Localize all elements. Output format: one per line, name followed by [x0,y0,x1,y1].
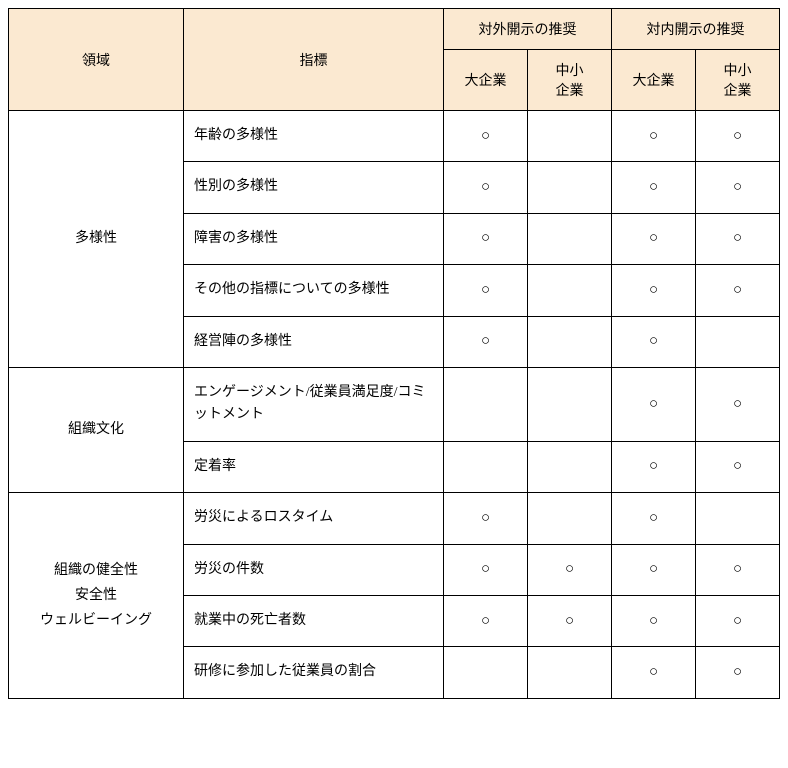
header-internal: 対内開示の推奨 [612,9,780,50]
indicator-cell: 経営陣の多様性 [184,316,444,367]
table-body: 多様性年齢の多様性○○○性別の多様性○○○障害の多様性○○○その他の指標について… [9,111,780,699]
mark-cell [528,493,612,544]
mark-cell [528,111,612,162]
mark-cell: ○ [696,544,780,595]
area-cell: 組織文化 [9,367,184,492]
mark-cell: ○ [612,647,696,698]
mark-cell: ○ [696,111,780,162]
header-ext-sme: 中小 企業 [528,50,612,111]
table-row: 組織文化エンゲージメント/従業員満足度/コミットメント○○ [9,367,780,441]
mark-cell: ○ [612,367,696,441]
mark-cell: ○ [612,162,696,213]
disclosure-table: 領域 指標 対外開示の推奨 対内開示の推奨 大企業 中小 企業 大企業 中小 企… [8,8,780,699]
indicator-cell: 労災によるロスタイム [184,493,444,544]
mark-cell: ○ [612,595,696,646]
mark-cell [528,265,612,316]
mark-cell: ○ [612,441,696,492]
mark-cell: ○ [696,162,780,213]
mark-cell: ○ [696,595,780,646]
mark-cell: ○ [528,595,612,646]
mark-cell: ○ [444,544,528,595]
mark-cell: ○ [444,162,528,213]
mark-cell: ○ [444,213,528,264]
header-ext-large: 大企業 [444,50,528,111]
mark-cell: ○ [696,367,780,441]
mark-cell: ○ [528,544,612,595]
mark-cell: ○ [612,111,696,162]
indicator-cell: 障害の多様性 [184,213,444,264]
mark-cell: ○ [696,213,780,264]
indicator-cell: 性別の多様性 [184,162,444,213]
header-external: 対外開示の推奨 [444,9,612,50]
table-row: 組織の健全性 安全性 ウェルビーイング労災によるロスタイム○○ [9,493,780,544]
indicator-cell: 年齢の多様性 [184,111,444,162]
mark-cell: ○ [612,213,696,264]
mark-cell: ○ [696,441,780,492]
mark-cell: ○ [444,265,528,316]
mark-cell [528,316,612,367]
header-int-sme: 中小 企業 [696,50,780,111]
mark-cell: ○ [612,316,696,367]
mark-cell: ○ [696,265,780,316]
mark-cell [444,647,528,698]
mark-cell: ○ [444,316,528,367]
mark-cell [444,367,528,441]
indicator-cell: 研修に参加した従業員の割合 [184,647,444,698]
indicator-cell: その他の指標についての多様性 [184,265,444,316]
mark-cell: ○ [444,111,528,162]
mark-cell [444,441,528,492]
indicator-cell: 就業中の死亡者数 [184,595,444,646]
header-indicator: 指標 [184,9,444,111]
mark-cell [528,213,612,264]
indicator-cell: 労災の件数 [184,544,444,595]
mark-cell [528,367,612,441]
mark-cell [696,493,780,544]
mark-cell: ○ [444,493,528,544]
indicator-cell: 定着率 [184,441,444,492]
area-cell: 組織の健全性 安全性 ウェルビーイング [9,493,184,699]
mark-cell [528,441,612,492]
mark-cell [528,647,612,698]
mark-cell [696,316,780,367]
mark-cell: ○ [612,493,696,544]
table-row: 多様性年齢の多様性○○○ [9,111,780,162]
table-header: 領域 指標 対外開示の推奨 対内開示の推奨 大企業 中小 企業 大企業 中小 企… [9,9,780,111]
mark-cell: ○ [612,265,696,316]
indicator-cell: エンゲージメント/従業員満足度/コミットメント [184,367,444,441]
mark-cell: ○ [696,647,780,698]
mark-cell: ○ [612,544,696,595]
header-int-large: 大企業 [612,50,696,111]
mark-cell [528,162,612,213]
mark-cell: ○ [444,595,528,646]
header-area: 領域 [9,9,184,111]
area-cell: 多様性 [9,111,184,368]
